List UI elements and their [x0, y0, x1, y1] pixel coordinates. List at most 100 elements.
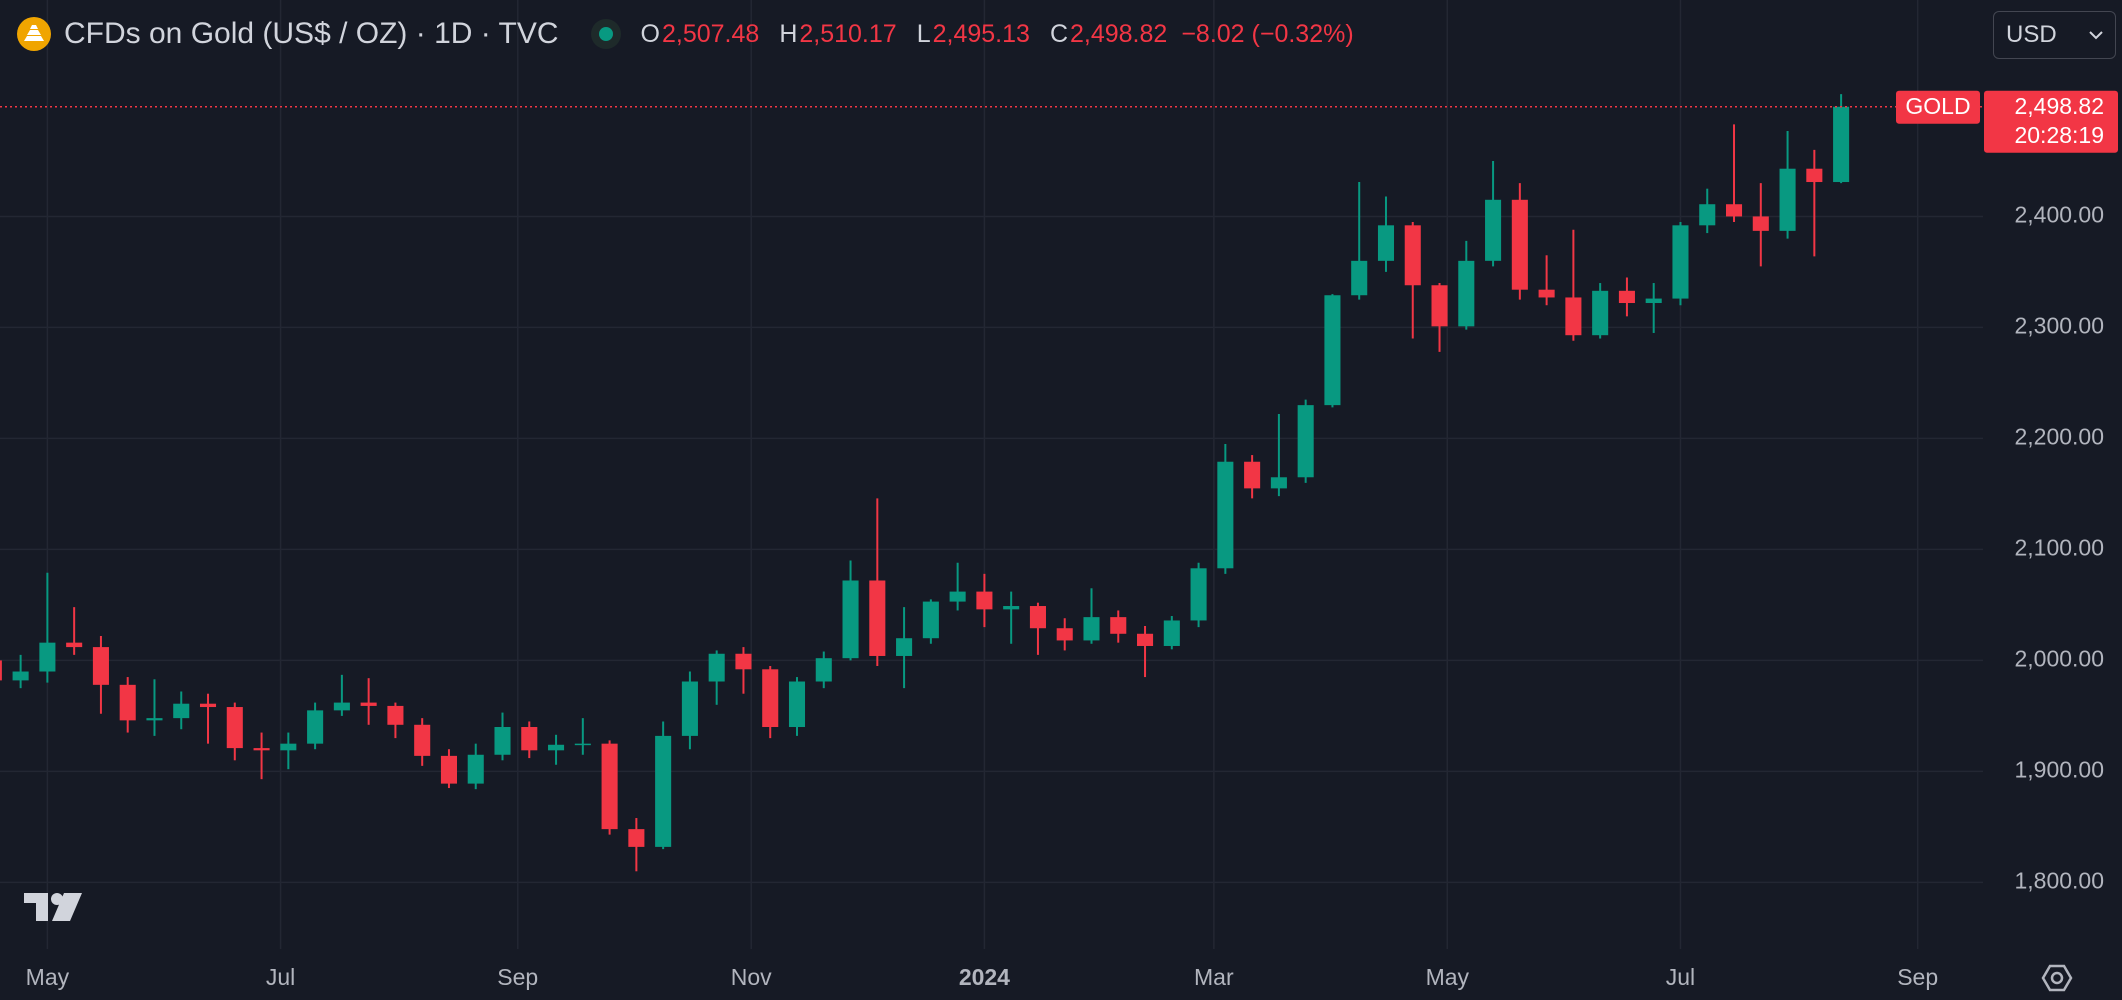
candle-body	[1485, 199, 1502, 261]
symbol-badge-label: GOLD	[1905, 93, 1970, 119]
symbol-title: CFDs on Gold (US$ / OZ) · 1D · TVC	[64, 17, 559, 50]
x-tick-label: May	[1426, 964, 1470, 990]
candle-body	[708, 653, 725, 682]
candle-body	[1351, 260, 1368, 296]
candle-body	[1779, 168, 1796, 231]
candle-body	[1699, 204, 1716, 226]
candle-body	[253, 748, 270, 751]
y-tick-label: 2,400.00	[2014, 202, 2104, 228]
candle-body	[842, 580, 859, 659]
candles	[0, 94, 1983, 872]
candle-body	[173, 703, 190, 719]
candle-body	[655, 735, 672, 847]
candle-body	[494, 727, 511, 755]
candle-body	[1431, 285, 1448, 327]
candle-body	[1538, 289, 1555, 298]
x-tick-label: Jul	[1666, 964, 1695, 990]
candle-body	[1752, 216, 1769, 231]
candle-body	[601, 743, 618, 830]
candle-body	[1806, 168, 1823, 183]
ohlc-letter: O	[640, 19, 660, 48]
candle-body	[1297, 405, 1314, 478]
candle-body	[869, 580, 886, 656]
settings-center[interactable]	[2050, 971, 2064, 985]
price-badge	[1984, 90, 2118, 153]
x-tick-label: Jul	[266, 964, 295, 990]
candle-body	[414, 724, 431, 756]
settings-hex[interactable]	[2041, 964, 2073, 992]
y-tick-label: 1,800.00	[2014, 867, 2104, 893]
candle-body	[1083, 617, 1100, 641]
candle-body	[440, 755, 457, 784]
x-tick-label: 2024	[959, 964, 1010, 990]
status-dot	[590, 19, 621, 49]
header: CFDs on Gold (US$ / OZ) · 1D · TVC O 2,5…	[16, 12, 1354, 56]
candle-body	[39, 642, 56, 672]
candle-body	[548, 744, 565, 751]
candle-body	[307, 710, 324, 744]
candle-body	[1565, 297, 1582, 336]
candle-body	[1137, 633, 1154, 646]
candle-body	[1110, 617, 1127, 634]
y-tick-label: 2,200.00	[2014, 424, 2104, 450]
y-tick-label: 2,300.00	[2014, 313, 2104, 339]
candle-body	[92, 647, 109, 685]
logo-bars	[24, 25, 44, 41]
candle-body	[788, 681, 806, 728]
x-tick-label: Mar	[1194, 964, 1234, 990]
candle-body	[226, 707, 243, 749]
x-tick-label: May	[26, 964, 70, 990]
candle-body	[467, 754, 484, 784]
candle-body	[1244, 461, 1261, 489]
tv-logo-shape	[24, 893, 82, 921]
candle-body	[1163, 620, 1180, 646]
candle-body	[12, 671, 29, 681]
candle-body	[896, 638, 913, 656]
candle-body	[574, 743, 591, 746]
symbol-badge	[1896, 90, 1980, 124]
candle-body	[1672, 225, 1689, 299]
candle-body	[1592, 290, 1609, 336]
ohlc-open: 2,507.48	[661, 19, 760, 48]
candle-body	[949, 591, 966, 602]
candle-body	[333, 702, 350, 711]
symbol-logo	[17, 17, 51, 51]
candle-body	[360, 702, 377, 706]
candle-body	[1324, 295, 1341, 406]
candle-body	[1833, 106, 1850, 183]
candle-body	[735, 653, 752, 670]
grid	[0, 0, 1983, 949]
candle-body	[1404, 225, 1421, 286]
x-tick-label: Sep	[1897, 964, 1938, 990]
dropdown-arrow[interactable]	[2089, 30, 2103, 40]
candle-body	[521, 727, 538, 751]
price-badge-label: 2,498.82	[2014, 93, 2104, 119]
candle-body	[0, 660, 2, 681]
y-tick-label: 2,100.00	[2014, 534, 2104, 560]
x-tick-label: Sep	[497, 964, 538, 990]
candle-body	[1618, 290, 1635, 304]
status-dot-inner	[598, 27, 613, 41]
countdown-label: 20:28:19	[2014, 122, 2104, 148]
candle-body	[1377, 225, 1395, 261]
candle-body	[976, 591, 993, 610]
y-tick-label: 2,000.00	[2014, 645, 2104, 671]
ohlc-letter: H	[779, 19, 798, 48]
candle-body	[199, 703, 217, 708]
candle-body	[628, 829, 645, 847]
candle-body	[1029, 606, 1046, 629]
candle-body	[762, 669, 779, 728]
candle-body	[1645, 298, 1662, 304]
candle-body	[146, 718, 163, 721]
tv-logo	[24, 893, 82, 921]
y-tick-label: 1,900.00	[2014, 756, 2104, 782]
candle-body	[1270, 477, 1287, 489]
currency-select[interactable]: USD	[1993, 11, 2116, 59]
settings-icon[interactable]	[2041, 964, 2073, 992]
currency-label[interactable]: USD	[2006, 21, 2057, 48]
dropdown-chevron[interactable]	[2089, 31, 2103, 40]
ohlc-change: −8.02 (−0.32%)	[1181, 19, 1354, 48]
ohlc-letter: L	[916, 19, 931, 48]
candle-body	[280, 743, 297, 751]
